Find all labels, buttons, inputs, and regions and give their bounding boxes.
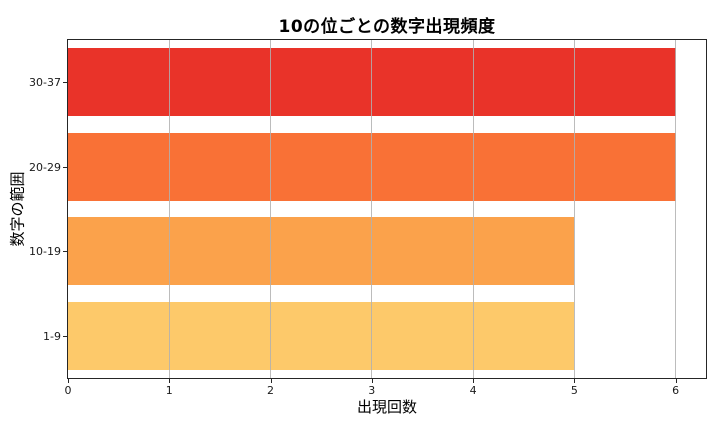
x-tick-mark-1 [169, 379, 171, 383]
y-axis-label: 数字の範囲 [8, 171, 27, 247]
plot-area [67, 39, 707, 379]
x-tick-label-0: 0 [64, 384, 72, 397]
y-tick-mark-20-29 [63, 166, 67, 168]
y-tick-mark-10-19 [63, 251, 67, 253]
x-tick-label-3: 3 [368, 384, 376, 397]
gridline-x-5 [573, 40, 575, 378]
x-tick-label-5: 5 [570, 384, 578, 397]
x-tick-label-6: 6 [672, 384, 680, 397]
x-tick-mark-3 [371, 379, 373, 383]
x-tick-mark-6 [675, 379, 677, 383]
x-tick-label-2: 2 [267, 384, 275, 397]
y-tick-label-1-9: 1-9 [43, 329, 61, 343]
x-tick-label-4: 4 [469, 384, 477, 397]
gridline-x-2 [270, 40, 272, 378]
x-tick-mark-4 [473, 379, 475, 383]
y-tick-label-10-19: 10-19 [29, 245, 61, 259]
x-tick-mark-0 [68, 379, 69, 383]
y-tick-label-30-37: 30-37 [29, 76, 61, 90]
gridline-x-1 [168, 40, 170, 378]
gridlines-layer [68, 40, 706, 378]
y-tick-mark-1-9 [63, 335, 67, 337]
gridline-x-6 [675, 40, 677, 378]
bar-10-19 [68, 217, 575, 286]
chart-title: 10の位ごとの数字出現頻度 [278, 17, 496, 37]
x-tick-mark-2 [270, 379, 272, 383]
y-tick-label-20-29: 20-29 [29, 160, 61, 174]
gridline-x-4 [472, 40, 474, 378]
x-tick-mark-5 [574, 379, 576, 383]
x-tick-label-1: 1 [165, 384, 173, 397]
x-axis-label: 出現回数 [356, 398, 417, 416]
y-tick-mark-30-37 [63, 82, 67, 84]
gridline-x-3 [371, 40, 373, 378]
bar-1-9 [68, 301, 575, 370]
